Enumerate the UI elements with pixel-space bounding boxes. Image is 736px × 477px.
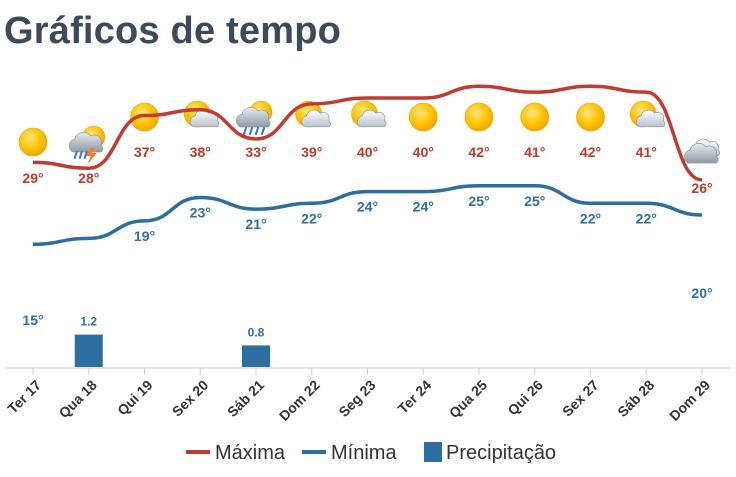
legend-item[interactable]: Precipitação xyxy=(424,442,556,464)
legend-item[interactable]: Mínima xyxy=(302,442,397,464)
min-temp-label: 20° xyxy=(691,285,712,301)
x-tick-label: Qua 18 xyxy=(56,377,100,421)
partly-cloudy-icon xyxy=(295,100,331,128)
max-temp-label: 26° xyxy=(691,180,712,196)
min-temp-label: 19° xyxy=(134,228,155,244)
max-temp-label: 42° xyxy=(468,144,489,160)
x-tick-label: Sex 20 xyxy=(169,377,212,420)
precip-label: 1.2 xyxy=(80,315,97,329)
sun-icon xyxy=(408,102,438,132)
min-temp-label: 25° xyxy=(524,193,545,209)
cloud-icon xyxy=(684,138,720,164)
min-temp-line xyxy=(32,184,703,246)
legend-swatch xyxy=(424,442,442,462)
min-temp-label: 24° xyxy=(413,199,434,215)
x-tick-label: Qua 25 xyxy=(446,377,490,421)
x-tick-label: Dom 22 xyxy=(276,377,323,424)
partly-cloudy-icon xyxy=(629,100,666,128)
max-temp-label: 33° xyxy=(245,144,266,160)
min-temp-label: 22° xyxy=(301,210,322,226)
x-tick-label: Dom 29 xyxy=(666,377,713,424)
sun-icon xyxy=(18,127,48,157)
precip-label: 0.8 xyxy=(248,325,265,339)
min-temp-label: 21° xyxy=(245,216,266,232)
sun-icon xyxy=(576,102,605,132)
min-temp-label: 15° xyxy=(22,312,43,328)
min-temp-label: 22° xyxy=(580,210,601,226)
max-temp-label: 38° xyxy=(190,144,211,160)
max-temp-label: 28° xyxy=(78,170,99,186)
x-tick-label: Ter 17 xyxy=(4,377,44,417)
page-title: Gráficos de tempo xyxy=(4,10,342,52)
legend-item[interactable]: Máxima xyxy=(186,442,286,464)
min-temp-label: 23° xyxy=(190,204,211,220)
sun-icon xyxy=(520,102,550,132)
max-temp-label: 40° xyxy=(413,144,434,160)
max-temp-label: 37° xyxy=(134,144,155,160)
x-tick-label: Qui 26 xyxy=(504,377,546,419)
x-tick-label: Sáb 28 xyxy=(614,377,657,420)
x-tick-label: Sáb 21 xyxy=(224,377,267,420)
sun-icon xyxy=(464,102,494,132)
max-temp-label: 29° xyxy=(22,170,43,186)
max-temp-line xyxy=(32,84,703,182)
max-temp-label: 41° xyxy=(524,144,545,160)
partly-cloudy-icon xyxy=(351,100,387,128)
legend-label: Mínima xyxy=(331,442,397,464)
max-temp-label: 42° xyxy=(580,144,601,160)
min-temp-label: 22° xyxy=(636,210,657,226)
precip-bar xyxy=(242,345,270,367)
storm-cloud-icon xyxy=(68,125,106,164)
max-temp-label: 39° xyxy=(301,144,322,160)
partly-cloudy-icon xyxy=(183,100,220,128)
x-tick-label: Ter 24 xyxy=(395,377,435,417)
legend-label: Máxima xyxy=(215,442,286,464)
x-tick-label: Sex 27 xyxy=(559,377,602,420)
min-temp-label: 24° xyxy=(357,199,378,215)
min-temp-label: 25° xyxy=(468,193,489,209)
rain-cloud-icon xyxy=(236,100,273,135)
x-tick-label: Qui 19 xyxy=(114,377,156,419)
max-temp-label: 41° xyxy=(636,144,657,160)
legend-label: Precipitação xyxy=(446,442,556,464)
precip-bar xyxy=(74,334,103,367)
max-temp-label: 40° xyxy=(357,144,378,160)
x-tick-label: Seg 23 xyxy=(335,377,378,420)
